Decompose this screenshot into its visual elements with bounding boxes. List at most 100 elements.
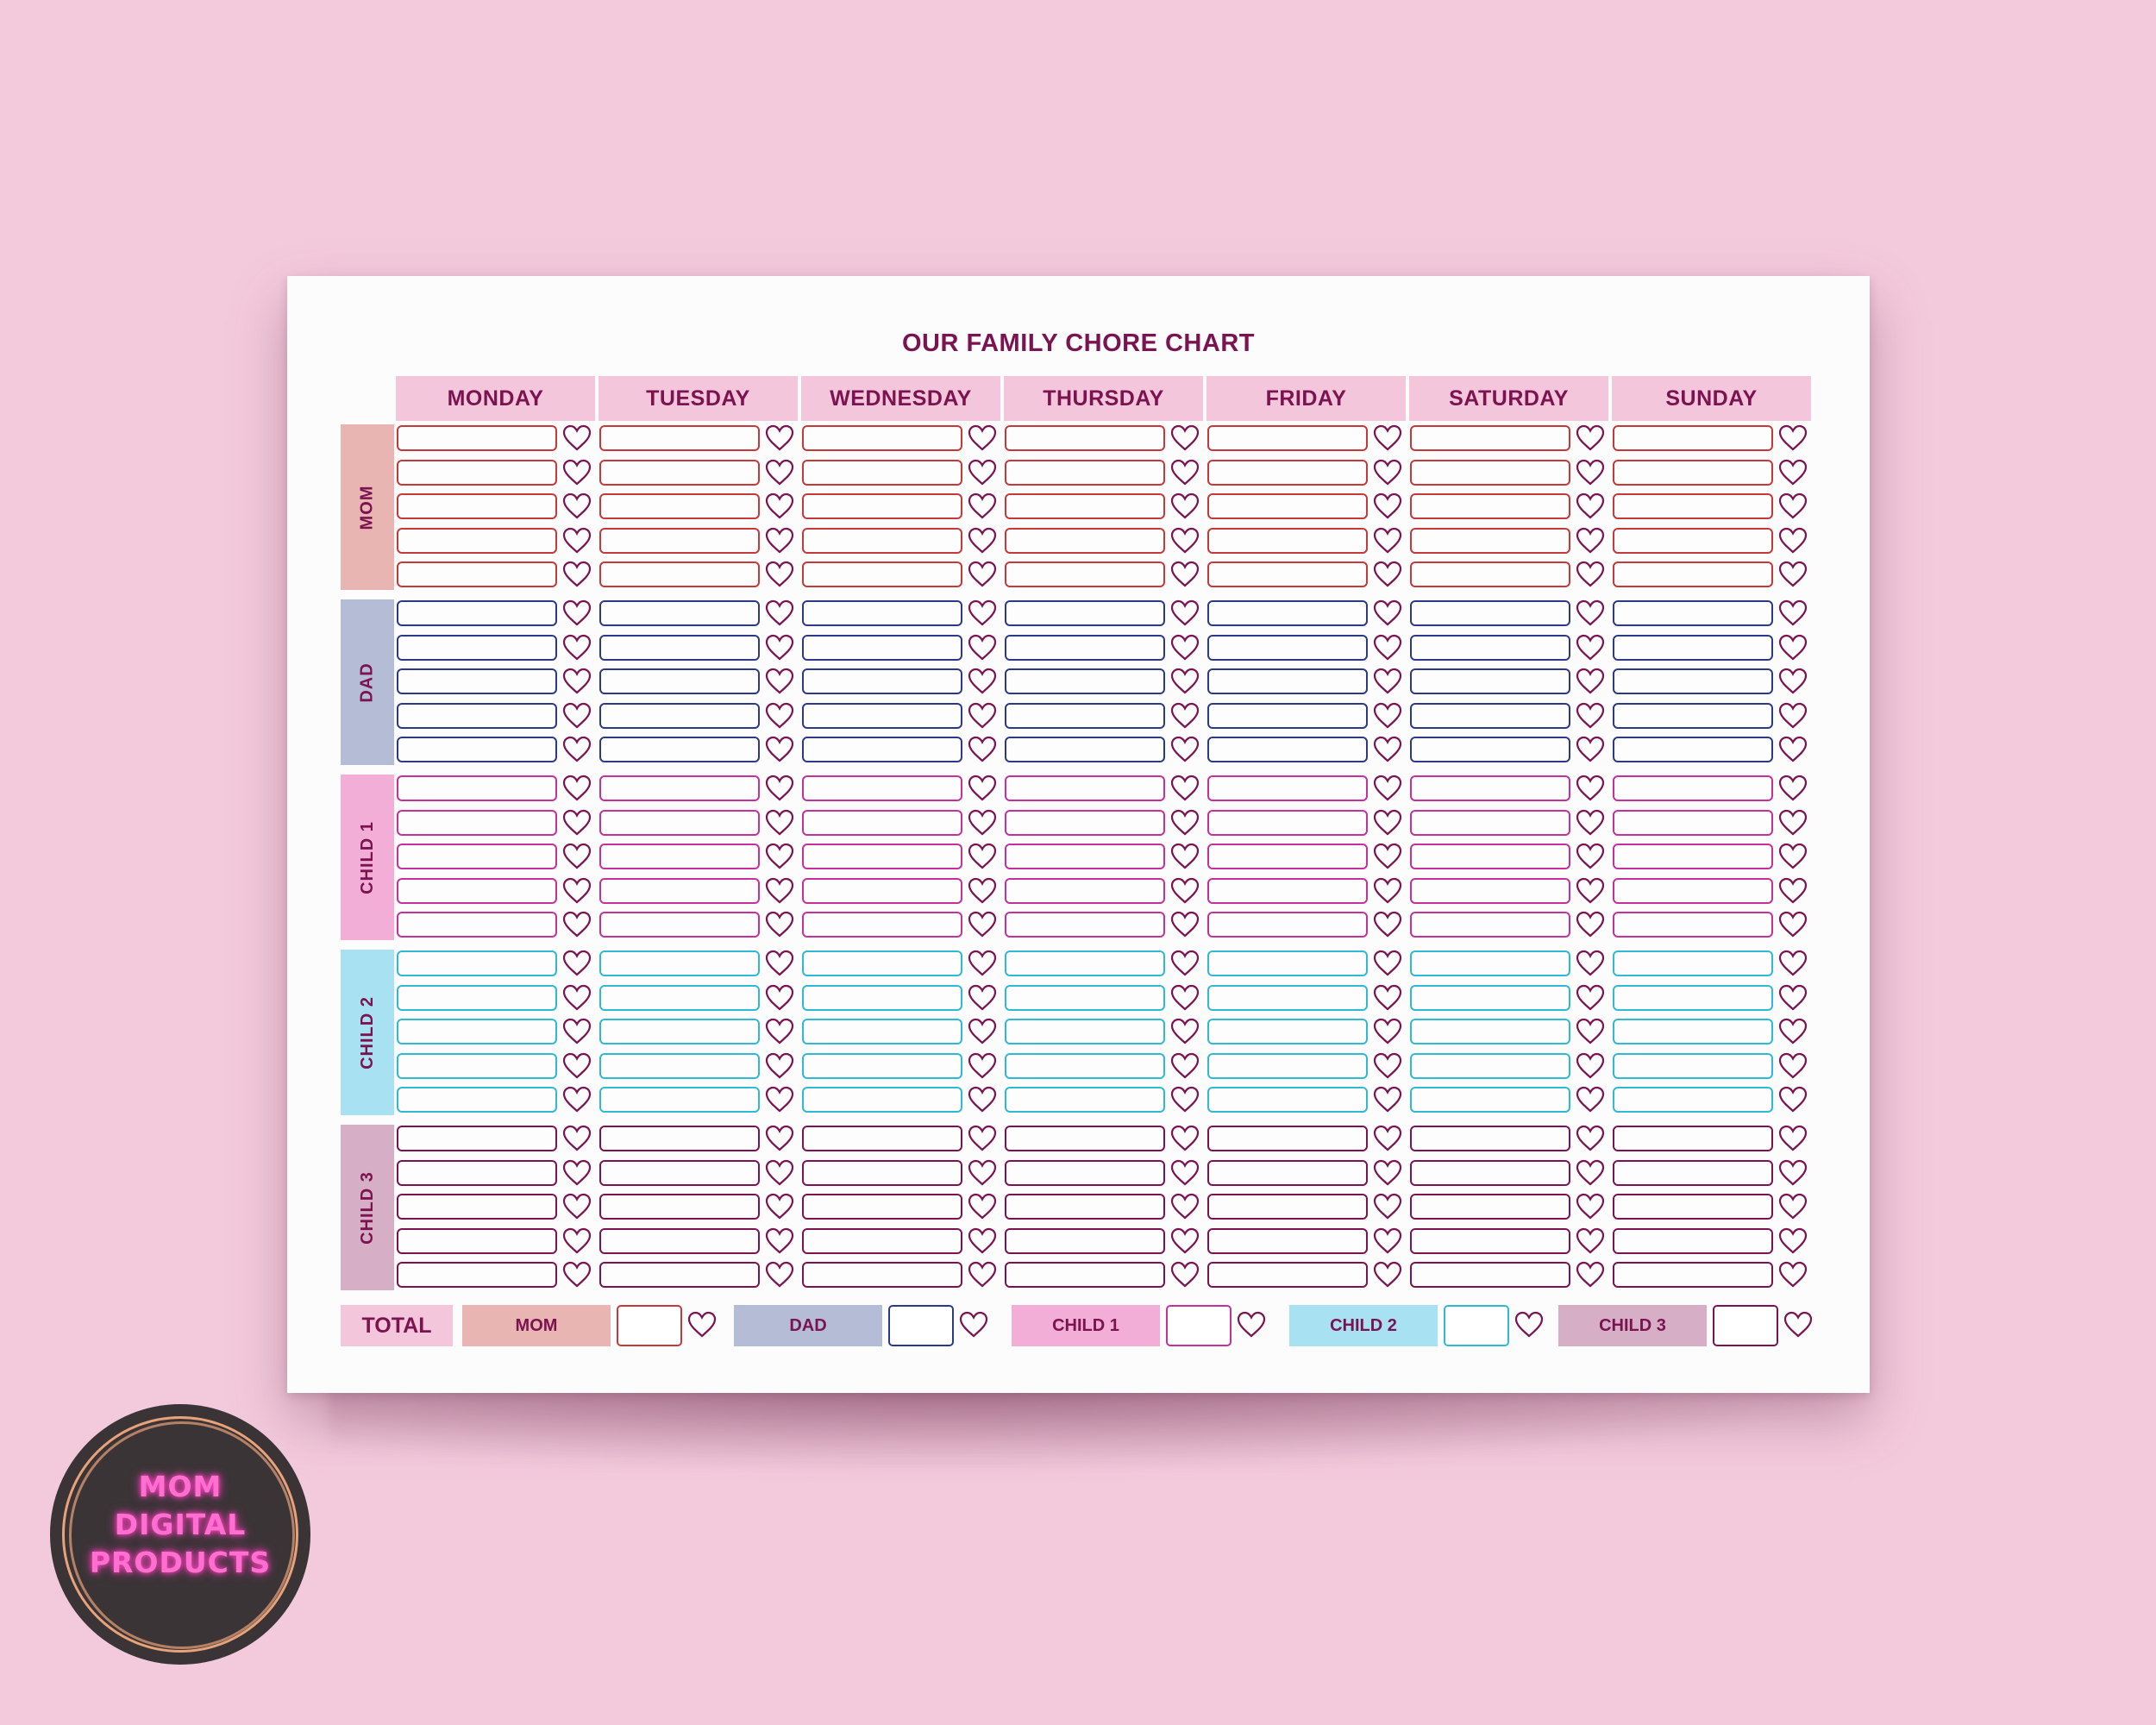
heart-icon[interactable]: [1576, 561, 1605, 588]
chore-task-box[interactable]: [1613, 668, 1773, 694]
chore-task-box[interactable]: [397, 1087, 557, 1113]
heart-icon[interactable]: [1170, 1159, 1200, 1187]
chore-task-box[interactable]: [1613, 600, 1773, 626]
heart-icon[interactable]: [1170, 459, 1200, 486]
chore-task-box[interactable]: [1613, 950, 1773, 976]
heart-icon[interactable]: [1576, 492, 1605, 520]
chore-task-box[interactable]: [599, 912, 760, 938]
chore-task-box[interactable]: [397, 844, 557, 869]
chore-task-box[interactable]: [1613, 775, 1773, 801]
heart-icon[interactable]: [1373, 843, 1402, 870]
chore-task-box[interactable]: [1207, 950, 1368, 976]
chore-task-box[interactable]: [802, 1052, 962, 1079]
heart-icon[interactable]: [1576, 843, 1605, 870]
chore-task-box[interactable]: [599, 527, 760, 554]
chore-task-box[interactable]: [1613, 561, 1773, 587]
heart-icon[interactable]: [1237, 1311, 1266, 1339]
chore-task-box[interactable]: [397, 1159, 557, 1186]
heart-icon[interactable]: [562, 668, 592, 695]
chore-task-box[interactable]: [599, 1052, 760, 1079]
chore-task-box[interactable]: [1410, 527, 1570, 554]
chore-task-box[interactable]: [1410, 702, 1570, 729]
chore-task-box[interactable]: [599, 1019, 760, 1044]
chore-task-box[interactable]: [1005, 425, 1165, 451]
heart-icon[interactable]: [968, 492, 997, 520]
chore-task-box[interactable]: [1613, 1126, 1773, 1151]
heart-icon[interactable]: [1170, 877, 1200, 905]
heart-icon[interactable]: [765, 843, 794, 870]
chore-task-box[interactable]: [802, 844, 962, 869]
heart-icon[interactable]: [687, 1311, 717, 1339]
chore-task-box[interactable]: [1207, 1227, 1368, 1254]
heart-icon[interactable]: [1778, 459, 1808, 486]
chore-task-box[interactable]: [1613, 634, 1773, 661]
heart-icon[interactable]: [968, 1125, 997, 1152]
heart-icon[interactable]: [765, 1052, 794, 1080]
heart-icon[interactable]: [562, 775, 592, 802]
heart-icon[interactable]: [765, 775, 794, 802]
chore-task-box[interactable]: [397, 1227, 557, 1254]
heart-icon[interactable]: [1778, 668, 1808, 695]
chore-task-box[interactable]: [1207, 600, 1368, 626]
chore-task-box[interactable]: [1613, 425, 1773, 451]
chore-task-box[interactable]: [599, 1262, 760, 1288]
heart-icon[interactable]: [562, 1193, 592, 1220]
heart-icon[interactable]: [1778, 911, 1808, 938]
chore-task-box[interactable]: [599, 702, 760, 729]
heart-icon[interactable]: [765, 736, 794, 763]
heart-icon[interactable]: [1576, 775, 1605, 802]
chore-task-box[interactable]: [1207, 775, 1368, 801]
chore-task-box[interactable]: [1005, 912, 1165, 938]
heart-icon[interactable]: [1170, 1261, 1200, 1289]
heart-icon[interactable]: [1373, 984, 1402, 1012]
chore-task-box[interactable]: [397, 1052, 557, 1079]
chore-task-box[interactable]: [1410, 1126, 1570, 1151]
heart-icon[interactable]: [1373, 809, 1402, 837]
chore-task-box[interactable]: [1005, 1126, 1165, 1151]
chore-task-box[interactable]: [1613, 1194, 1773, 1220]
chore-task-box[interactable]: [1005, 1159, 1165, 1186]
chore-task-box[interactable]: [1207, 809, 1368, 836]
chore-task-box[interactable]: [802, 775, 962, 801]
chore-task-box[interactable]: [1207, 1194, 1368, 1220]
chore-task-box[interactable]: [1005, 634, 1165, 661]
heart-icon[interactable]: [968, 950, 997, 977]
chore-task-box[interactable]: [1207, 984, 1368, 1011]
heart-icon[interactable]: [765, 1018, 794, 1045]
heart-icon[interactable]: [1778, 877, 1808, 905]
chore-task-box[interactable]: [397, 459, 557, 486]
heart-icon[interactable]: [1373, 424, 1402, 452]
heart-icon[interactable]: [1778, 1052, 1808, 1080]
chore-task-box[interactable]: [1410, 600, 1570, 626]
heart-icon[interactable]: [1778, 1086, 1808, 1113]
heart-icon[interactable]: [1778, 950, 1808, 977]
chore-task-box[interactable]: [599, 1227, 760, 1254]
chore-task-box[interactable]: [397, 737, 557, 762]
heart-icon[interactable]: [765, 1261, 794, 1289]
heart-icon[interactable]: [1778, 809, 1808, 837]
chore-task-box[interactable]: [1410, 844, 1570, 869]
heart-icon[interactable]: [1778, 1018, 1808, 1045]
heart-icon[interactable]: [1576, 1086, 1605, 1113]
chore-task-box[interactable]: [1207, 493, 1368, 519]
heart-icon[interactable]: [1373, 1018, 1402, 1045]
chore-task-box[interactable]: [1005, 561, 1165, 587]
heart-icon[interactable]: [1373, 1052, 1402, 1080]
chore-task-box[interactable]: [1207, 1052, 1368, 1079]
chore-task-box[interactable]: [599, 984, 760, 1011]
heart-icon[interactable]: [1170, 736, 1200, 763]
chore-task-box[interactable]: [1005, 600, 1165, 626]
chore-task-box[interactable]: [1410, 1194, 1570, 1220]
chore-task-box[interactable]: [1005, 844, 1165, 869]
chore-task-box[interactable]: [1613, 1052, 1773, 1079]
heart-icon[interactable]: [765, 561, 794, 588]
chore-task-box[interactable]: [397, 668, 557, 694]
heart-icon[interactable]: [1778, 424, 1808, 452]
chore-task-box[interactable]: [1207, 737, 1368, 762]
heart-icon[interactable]: [1170, 775, 1200, 802]
heart-icon[interactable]: [1778, 984, 1808, 1012]
chore-task-box[interactable]: [802, 459, 962, 486]
heart-icon[interactable]: [1778, 736, 1808, 763]
heart-icon[interactable]: [562, 843, 592, 870]
chore-task-box[interactable]: [1613, 984, 1773, 1011]
